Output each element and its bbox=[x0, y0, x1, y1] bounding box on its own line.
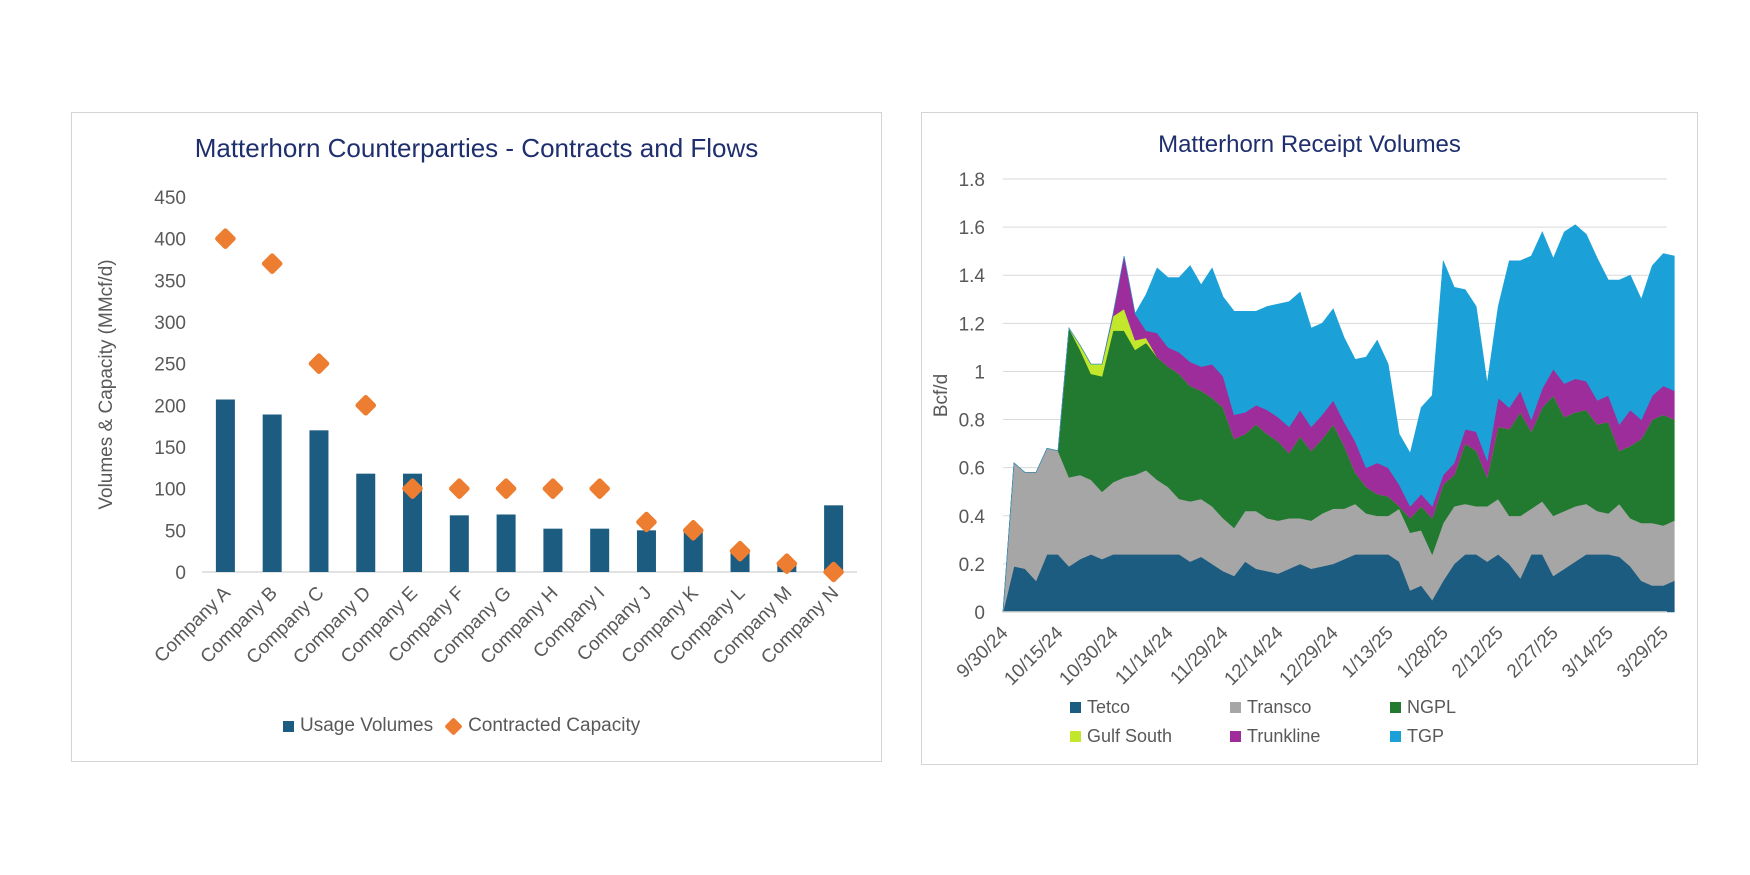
x-tick-label: 2/27/25 bbox=[1503, 623, 1563, 683]
legend-label: Contracted Capacity bbox=[468, 715, 641, 736]
y-tick-label: 0 bbox=[974, 603, 985, 624]
legend-item: Gulf South bbox=[1070, 726, 1172, 747]
legend: Usage Volumes Contracted Capacity bbox=[283, 715, 654, 737]
legend-swatch bbox=[283, 720, 294, 732]
y-tick-label: 150 bbox=[154, 438, 186, 459]
y-axis-title: Bcf/d bbox=[931, 374, 952, 417]
y-tick-label: 250 bbox=[154, 355, 186, 376]
contracted-capacity-marker bbox=[589, 478, 610, 499]
usage-bar bbox=[215, 399, 235, 572]
usage-bar bbox=[590, 528, 610, 572]
contracted-capacity-marker bbox=[402, 478, 423, 499]
x-tick-label: 12/14/24 bbox=[1221, 622, 1288, 689]
contracted-capacity-marker bbox=[495, 478, 517, 499]
legend-item: NGPL bbox=[1390, 697, 1456, 718]
legend-item: Transco bbox=[1230, 697, 1311, 718]
legend-label: Tetco bbox=[1087, 697, 1131, 717]
legend-swatch bbox=[1390, 731, 1401, 742]
y-tick-label: 400 bbox=[154, 230, 186, 251]
usage-bar bbox=[683, 529, 703, 572]
legend-item: Contracted Capacity bbox=[444, 715, 641, 737]
y-tick-label: 0 bbox=[175, 563, 186, 584]
y-tick-label: 0.8 bbox=[959, 411, 985, 432]
legend-label: Transco bbox=[1247, 697, 1312, 717]
y-tick-label: 0.2 bbox=[959, 555, 985, 576]
x-tick-label: 1/13/25 bbox=[1338, 623, 1398, 683]
chart-title: Matterhorn Receipt Volumes bbox=[1158, 131, 1461, 158]
x-tick-label: 3/29/25 bbox=[1613, 623, 1673, 683]
receipt-volumes-plot: 00.20.40.60.811.21.41.61.8Bcf/d9/30/2410… bbox=[931, 170, 1675, 690]
contracted-capacity-marker bbox=[355, 395, 377, 416]
y-tick-label: 1.4 bbox=[959, 266, 986, 287]
receipt-volumes-chart-panel: Matterhorn Receipt Volumes 0 0.2 0.4 0.6 0.8… bbox=[921, 112, 1698, 765]
legend-label: Trunkline bbox=[1247, 726, 1321, 746]
x-tick-label: 10/30/24 bbox=[1055, 622, 1122, 689]
legend-swatch bbox=[444, 716, 463, 736]
x-tick-label: 11/29/24 bbox=[1166, 622, 1232, 688]
contracted-capacity-marker bbox=[682, 520, 704, 541]
tgp-area bbox=[1002, 224, 1675, 613]
usage-bar bbox=[262, 414, 282, 572]
legend-label: NGPL bbox=[1407, 697, 1457, 717]
x-tick-label: 12/29/24 bbox=[1276, 622, 1343, 689]
y-tick-label: 0.6 bbox=[959, 459, 985, 480]
chart-title: Matterhorn Counterparties - Contracts an… bbox=[194, 133, 759, 163]
usage-bar bbox=[449, 515, 469, 572]
legend-label: Gulf South bbox=[1087, 726, 1173, 746]
legend-swatch bbox=[1390, 702, 1401, 713]
y-tick-label: 1.2 bbox=[959, 314, 985, 335]
y-tick-label: 100 bbox=[154, 480, 186, 501]
legend-item: Usage Volumes bbox=[283, 715, 433, 737]
legend-label: Usage Volumes bbox=[300, 715, 434, 736]
y-tick-label: 350 bbox=[154, 271, 186, 292]
legend-swatch bbox=[1070, 702, 1081, 713]
y-axis-title: Volumes & Capacity (MMcf/d) bbox=[96, 259, 117, 509]
y-tick-label: 1 bbox=[974, 362, 985, 383]
usage-bar bbox=[636, 530, 656, 572]
contracted-capacity-marker bbox=[542, 478, 564, 499]
contracted-capacity-marker bbox=[729, 540, 751, 562]
x-tick-label: 2/12/25 bbox=[1448, 623, 1508, 683]
y-tick-label: 50 bbox=[165, 521, 186, 542]
contracted-capacity-marker bbox=[308, 353, 330, 374]
x-tick-label: 1/28/25 bbox=[1393, 623, 1453, 683]
legend-item: Trunkline bbox=[1230, 726, 1320, 747]
contracts-flows-chart-panel: Matterhorn Counterparties - Contracts an… bbox=[71, 112, 882, 762]
usage-bar bbox=[403, 473, 423, 572]
y-tick-label: 450 bbox=[154, 188, 186, 209]
legend-item: TGP bbox=[1390, 726, 1444, 747]
usage-bar bbox=[496, 514, 516, 572]
contracted-capacity-marker bbox=[823, 561, 844, 583]
y-tick-label: 1.8 bbox=[959, 170, 985, 191]
legend-swatch bbox=[1230, 731, 1241, 742]
contracted-capacity-marker bbox=[776, 553, 798, 574]
legend-item: Tetco bbox=[1070, 697, 1130, 718]
legend-label: TGP bbox=[1407, 726, 1445, 746]
x-tick-label: 11/14/24 bbox=[1111, 622, 1177, 688]
contracted-capacity-marker bbox=[636, 511, 657, 533]
y-tick-label: 200 bbox=[154, 396, 186, 417]
y-tick-label: 1.6 bbox=[959, 218, 985, 239]
usage-bar bbox=[309, 430, 329, 572]
y-tick-label: 0.4 bbox=[959, 507, 986, 528]
contracted-capacity-marker bbox=[449, 478, 470, 499]
legend-swatch bbox=[1230, 702, 1241, 713]
contracts-flows-plot: 0 50 100 150 200 250 300 350 400 450 Volumes & Cap… bbox=[96, 188, 857, 670]
contracted-capacity-marker bbox=[215, 228, 236, 249]
x-tick-label: 10/15/24 bbox=[1000, 622, 1067, 689]
usage-bar bbox=[356, 473, 376, 572]
y-tick-label: 300 bbox=[154, 313, 186, 334]
usage-bar bbox=[824, 505, 844, 572]
legend-swatch bbox=[1070, 731, 1081, 742]
x-tick-label: 3/14/25 bbox=[1558, 623, 1618, 683]
contracted-capacity-marker bbox=[261, 253, 283, 274]
usage-bar bbox=[543, 528, 563, 572]
